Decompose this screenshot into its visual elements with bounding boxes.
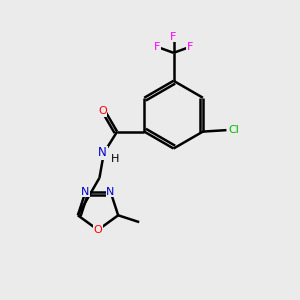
Text: N: N xyxy=(106,187,115,196)
Text: H: H xyxy=(111,154,119,164)
Text: F: F xyxy=(154,42,161,52)
Text: N: N xyxy=(81,187,90,196)
Text: O: O xyxy=(98,106,107,116)
Text: F: F xyxy=(170,32,177,42)
Text: F: F xyxy=(187,42,193,52)
Text: Cl: Cl xyxy=(228,125,239,135)
Text: O: O xyxy=(94,225,102,235)
Text: N: N xyxy=(98,146,107,159)
